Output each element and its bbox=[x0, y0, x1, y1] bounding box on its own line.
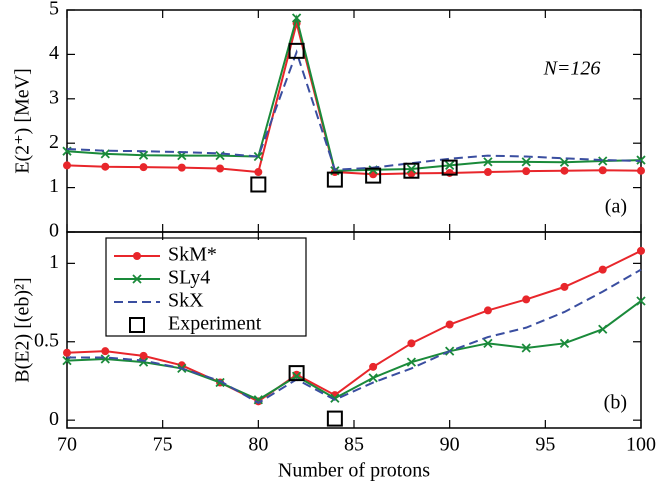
series-line bbox=[66, 300, 642, 401]
marker bbox=[598, 265, 607, 274]
marker bbox=[101, 347, 110, 356]
marker bbox=[63, 161, 71, 170]
legend-marker bbox=[129, 317, 145, 333]
marker bbox=[291, 371, 302, 381]
marker bbox=[559, 157, 570, 167]
marker bbox=[365, 167, 382, 184]
marker bbox=[138, 150, 149, 160]
marker bbox=[216, 164, 225, 173]
marker bbox=[445, 160, 455, 171]
y-tick-label: 2 bbox=[49, 131, 59, 153]
legend-marker bbox=[133, 252, 141, 260]
marker bbox=[406, 357, 417, 367]
marker bbox=[368, 373, 378, 383]
marker bbox=[369, 362, 378, 371]
marker bbox=[598, 324, 608, 334]
y-tick-label: 0.5 bbox=[34, 329, 59, 351]
marker bbox=[559, 338, 570, 348]
marker bbox=[291, 13, 302, 23]
y-tick-label: 3 bbox=[49, 86, 59, 108]
marker bbox=[637, 166, 645, 175]
series-line bbox=[66, 249, 642, 403]
marker bbox=[326, 171, 343, 188]
x-tick-label: 75 bbox=[153, 434, 173, 456]
marker bbox=[254, 168, 263, 177]
marker bbox=[215, 377, 225, 388]
marker bbox=[521, 157, 531, 167]
marker bbox=[560, 166, 569, 175]
x-tick-label: 70 bbox=[57, 434, 77, 456]
marker bbox=[100, 354, 110, 364]
legend-label: Experiment bbox=[168, 313, 262, 335]
marker bbox=[521, 343, 531, 353]
annotation: N=126 bbox=[543, 58, 601, 80]
legend-label: SkX bbox=[168, 290, 204, 312]
marker bbox=[445, 320, 454, 329]
y-tick-label: 5 bbox=[49, 0, 59, 20]
plot-frame bbox=[66, 9, 642, 233]
marker bbox=[101, 162, 110, 171]
marker bbox=[253, 151, 263, 162]
series-line bbox=[67, 268, 642, 405]
series-line bbox=[66, 14, 642, 172]
series-line bbox=[66, 23, 642, 176]
marker bbox=[445, 168, 454, 177]
legend-label: SLy4 bbox=[168, 267, 210, 289]
y-axis-label: E(2⁺) [MeV] bbox=[12, 68, 34, 174]
plot-frame bbox=[66, 231, 642, 429]
marker bbox=[522, 167, 531, 176]
marker bbox=[288, 365, 305, 382]
x-tick-label: 80 bbox=[248, 434, 268, 456]
marker bbox=[441, 159, 458, 176]
x-tick-label: 85 bbox=[344, 434, 364, 456]
x-axis-label: Number of protons bbox=[278, 460, 430, 482]
y-tick-label: 0 bbox=[49, 220, 59, 242]
marker bbox=[250, 176, 267, 193]
marker bbox=[177, 163, 186, 172]
y-tick-label: 0 bbox=[49, 408, 59, 430]
panel-label: (a) bbox=[605, 196, 627, 218]
marker bbox=[326, 410, 343, 427]
y-tick-label: 4 bbox=[49, 42, 59, 64]
y-axis-label: B(E2) [(eb)²] bbox=[12, 277, 34, 382]
marker bbox=[483, 157, 493, 167]
marker bbox=[483, 306, 492, 315]
series-line bbox=[66, 49, 642, 171]
x-tick-label: 95 bbox=[535, 434, 555, 456]
marker bbox=[483, 338, 493, 348]
legend-label: SkM* bbox=[168, 244, 217, 266]
marker bbox=[403, 162, 420, 179]
y-tick-label: 1 bbox=[49, 251, 59, 273]
marker bbox=[288, 42, 305, 59]
marker bbox=[406, 164, 417, 174]
marker bbox=[637, 246, 645, 255]
panel-label: (b) bbox=[604, 392, 627, 414]
marker bbox=[330, 393, 340, 403]
marker bbox=[598, 166, 607, 175]
marker bbox=[63, 348, 71, 357]
y-tick-label: 1 bbox=[49, 175, 59, 197]
marker bbox=[407, 339, 416, 348]
legend-marker bbox=[132, 274, 142, 284]
marker bbox=[636, 296, 646, 306]
marker bbox=[560, 282, 569, 291]
marker bbox=[139, 351, 148, 360]
x-tick-label: 100 bbox=[626, 434, 656, 456]
marker bbox=[139, 163, 148, 172]
marker bbox=[598, 156, 608, 166]
marker bbox=[483, 168, 492, 177]
marker bbox=[522, 295, 531, 304]
x-tick-label: 90 bbox=[440, 434, 460, 456]
